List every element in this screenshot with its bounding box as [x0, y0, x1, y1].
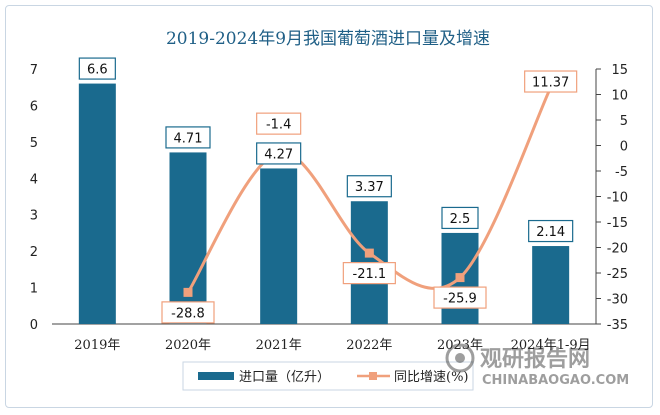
legend: 进口量（亿升） 同比增速(%)	[182, 361, 474, 391]
bar	[532, 246, 570, 324]
left-tick-label: 3	[30, 209, 38, 224]
right-tick-label: 0	[620, 140, 628, 155]
left-tick-label: 7	[30, 63, 38, 78]
watermark: 观研报告网 CHINABAOGAO.COM	[445, 343, 629, 388]
bar-data-label-box	[165, 126, 211, 149]
watermark-cn: 观研报告网	[480, 347, 590, 372]
line-point-marker	[183, 287, 193, 297]
bar-data-label-box	[256, 142, 302, 165]
legend-line-marker	[369, 372, 377, 380]
watermark-en: CHINABAOGAO.COM	[482, 373, 629, 388]
left-tick-label: 2	[30, 245, 38, 260]
line-point-marker	[364, 248, 374, 258]
bar-data-label: 6.6	[87, 63, 108, 78]
right-tick-label: 5	[620, 114, 628, 129]
left-tick-label: 5	[30, 136, 38, 151]
bar-data-label: 2.5	[450, 212, 471, 227]
legend-line-label: 同比增速(%)	[394, 370, 469, 385]
bar-data-label-box	[346, 175, 392, 198]
right-tick-label: -30	[607, 293, 628, 308]
legend-box	[182, 361, 474, 391]
x-tick-label: 2021年	[256, 338, 302, 353]
line-data-label: -28.8	[171, 306, 205, 321]
line-data-label: -21.1	[353, 267, 387, 282]
line-data-label: -1.4	[266, 118, 291, 133]
x-tick-label: 2024年1-9月	[511, 338, 591, 353]
watermark-logo-icon	[445, 343, 475, 373]
bar-data-label: 4.71	[174, 131, 203, 146]
bar-data-label-box	[78, 57, 116, 80]
left-tick-label: 1	[30, 282, 38, 297]
line-data-label-box	[524, 70, 578, 93]
bar	[260, 168, 298, 324]
right-tick-label: -10	[607, 191, 628, 206]
line-data-label-box	[433, 286, 487, 309]
right-tick-label: -35	[607, 318, 628, 333]
left-tick-label: 0	[30, 318, 38, 333]
right-tick-label: 15	[611, 63, 628, 78]
bar	[169, 152, 207, 324]
x-tick-label: 2023年	[437, 338, 483, 353]
bar	[78, 83, 116, 324]
line-point-marker	[455, 273, 465, 283]
line-data-label: 11.37	[532, 76, 569, 91]
right-tick-label: 10	[611, 89, 628, 104]
left-tick-label: 6	[30, 99, 38, 114]
legend-bar-swatch	[198, 372, 234, 380]
right-tick-label: -20	[607, 242, 628, 257]
x-tick-label: 2019年	[74, 338, 120, 353]
bar-data-label-box	[528, 219, 574, 243]
x-tick-label: 2020年	[165, 338, 211, 353]
bar-data-label: 3.37	[355, 180, 384, 195]
right-tick-label: -5	[615, 165, 628, 180]
line-data-label-box	[161, 301, 215, 324]
line-data-label: -25.9	[443, 292, 477, 307]
line-data-label-box	[256, 112, 302, 135]
watermark-logo-dot	[455, 353, 465, 363]
line-data-label-box	[342, 262, 396, 285]
chart-title: 2019-2024年9月我国葡萄酒进口量及增速	[166, 29, 490, 49]
bar-data-label-box	[441, 206, 479, 230]
x-tick-label: 2022年	[346, 338, 392, 353]
left-tick-label: 4	[30, 172, 38, 187]
right-tick-label: -15	[607, 216, 628, 231]
bar-data-label: 4.27	[264, 147, 293, 162]
right-tick-label: -25	[607, 267, 628, 282]
legend-bar-label: 进口量（亿升）	[239, 370, 330, 385]
bar-data-label: 2.14	[536, 225, 565, 240]
